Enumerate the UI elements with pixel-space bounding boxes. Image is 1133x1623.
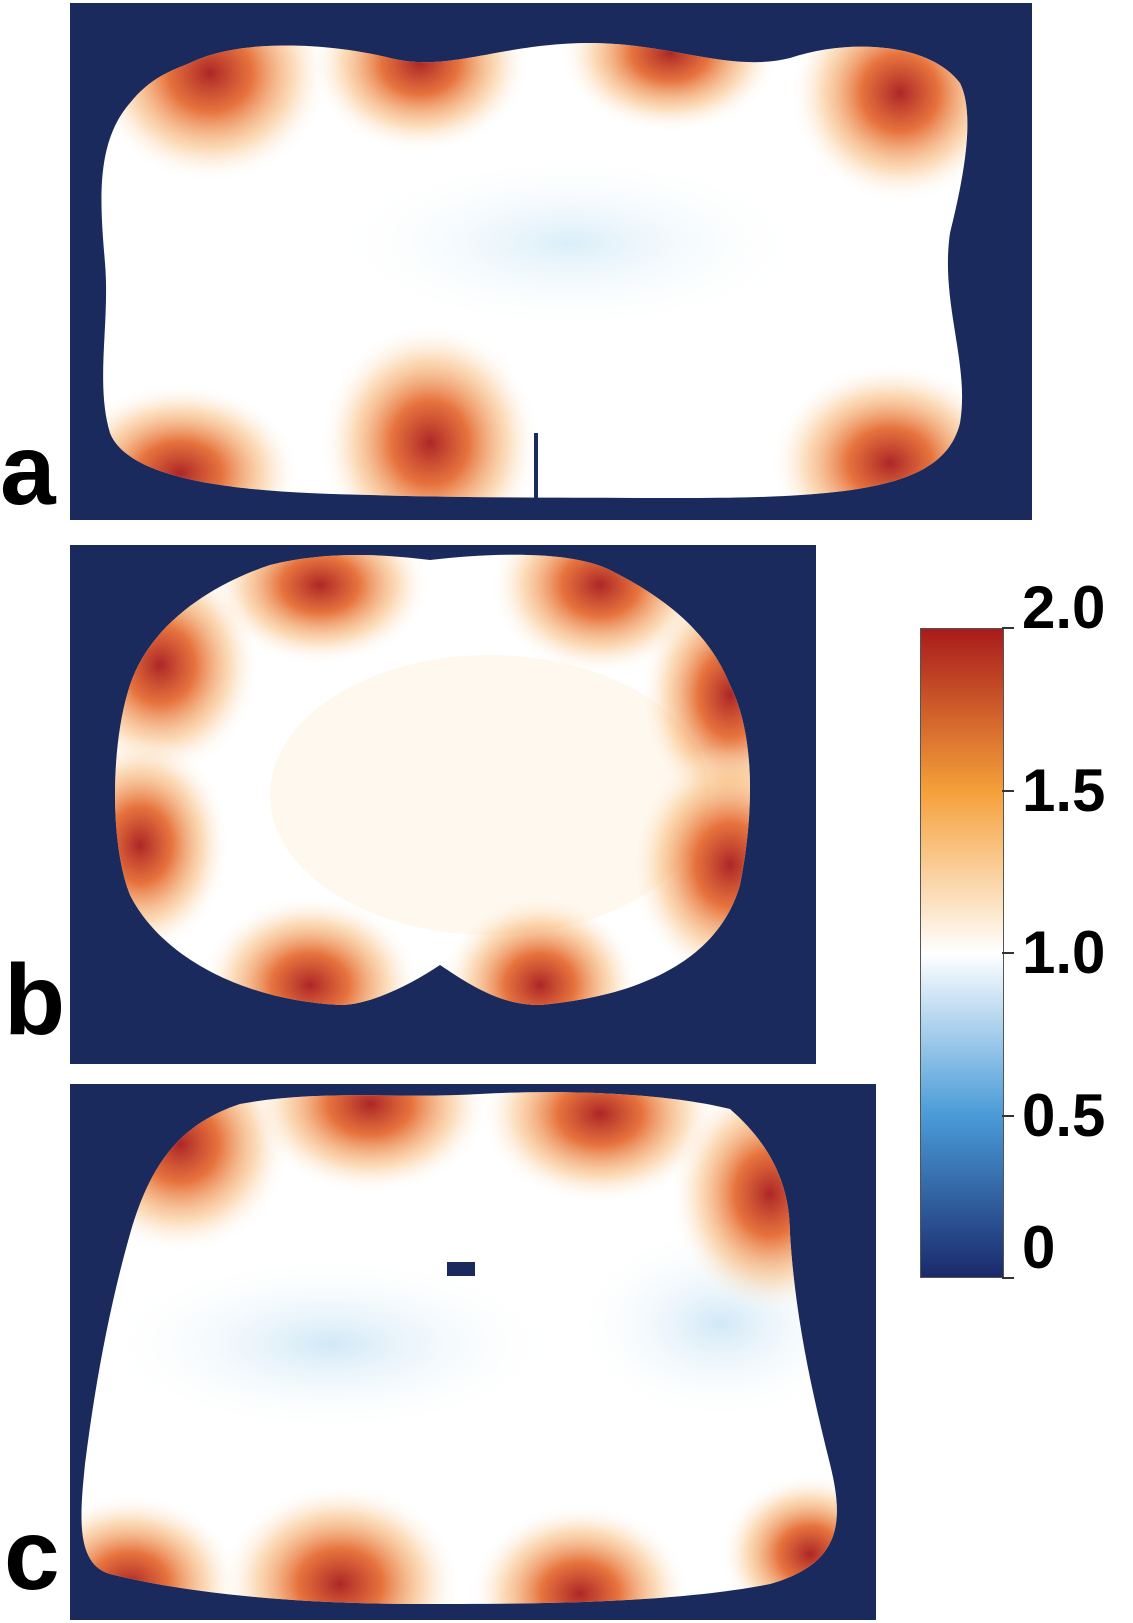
heatmap-c — [81, 1092, 837, 1604]
colorbar-tick-label: 1.5 — [1022, 756, 1106, 824]
colorbar-tick-label: 0 — [1022, 1214, 1056, 1281]
colorbar-tick-label: 2.0 — [1022, 574, 1106, 641]
colorbar-tick — [1002, 789, 1014, 792]
map-panel-a — [70, 3, 1032, 520]
colorbar-tick — [1002, 627, 1014, 629]
map-panel-c — [70, 1084, 876, 1620]
hole-c — [447, 1262, 475, 1276]
panel-label-c: c — [4, 1499, 60, 1611]
colorbar-tick-label: 0.5 — [1022, 1081, 1106, 1149]
notch-a — [534, 433, 538, 498]
colorbar-tick-label: 1.0 — [1022, 919, 1106, 986]
heatmap-a — [101, 43, 968, 498]
map-panel-b — [70, 545, 816, 1064]
colorbar-tick — [1002, 952, 1014, 954]
panel-label-a: a — [0, 414, 56, 526]
heatmap-b — [115, 554, 750, 1005]
colorbar-tick — [1002, 1277, 1014, 1279]
panel-label-b: b — [4, 944, 66, 1056]
colorbar-tick — [1002, 1114, 1014, 1117]
colorbar — [920, 628, 1004, 1278]
